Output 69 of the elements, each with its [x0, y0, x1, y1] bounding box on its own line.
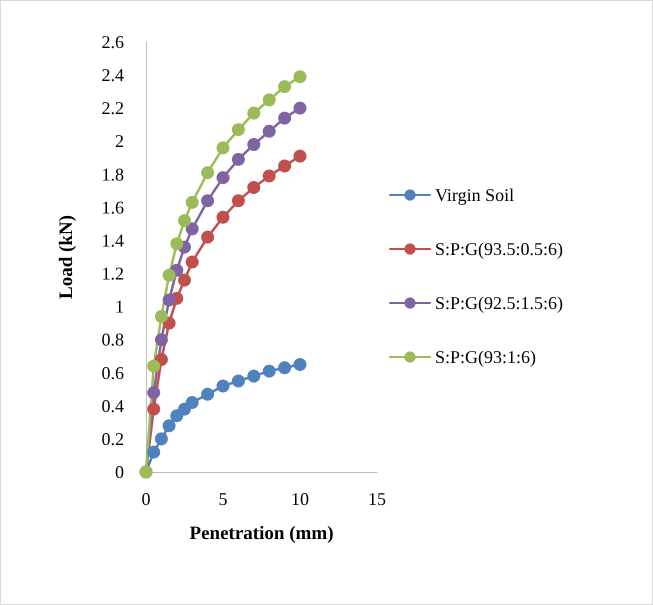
- point: [294, 150, 306, 163]
- point: [154, 310, 168, 324]
- point: [154, 333, 168, 346]
- point: [262, 93, 276, 106]
- legend-label: S:P:G(93.5:0.5:6): [435, 239, 564, 259]
- y-tick-label: 1: [115, 296, 124, 317]
- point: [216, 210, 230, 224]
- point: [232, 374, 245, 388]
- point: [262, 169, 276, 182]
- x-axis-title: Penetration (mm): [189, 523, 334, 544]
- point: [147, 386, 160, 400]
- y-tick-label: 0.2: [102, 428, 124, 449]
- point: [232, 152, 245, 166]
- point: [147, 402, 160, 416]
- y-tick-label: 0: [115, 462, 124, 482]
- y-axis-title: Load (kN): [56, 215, 77, 299]
- point: [201, 230, 214, 244]
- point: [216, 380, 230, 392]
- point: [278, 80, 292, 94]
- x-tick-label: 5: [218, 489, 228, 509]
- point: [216, 171, 230, 184]
- y-tick-label: 0.8: [102, 330, 124, 350]
- y-tick-label: 0.4: [102, 396, 124, 416]
- legend-label: S:P:G(92.5:1.5:6): [435, 293, 564, 313]
- point: [170, 237, 184, 250]
- point: [294, 70, 306, 84]
- point: [186, 196, 199, 209]
- point: [201, 388, 214, 401]
- point: [278, 112, 292, 125]
- point: [294, 102, 306, 115]
- point: [247, 370, 260, 383]
- point: [232, 123, 245, 136]
- point: [247, 138, 260, 152]
- y-tick-label: 1.6: [102, 197, 124, 218]
- legend-label: S:P:G(93:1:6): [435, 347, 536, 367]
- y-tick-label: 1.4: [102, 230, 124, 250]
- point: [262, 124, 276, 138]
- x-tick-label: 15: [368, 489, 386, 509]
- point: [186, 396, 199, 410]
- x-tick-label: 10: [291, 489, 309, 509]
- point: [178, 274, 191, 287]
- y-tick-label: 2.6: [102, 32, 124, 52]
- point: [201, 194, 214, 208]
- point: [247, 106, 260, 120]
- point: [186, 222, 199, 236]
- point: [278, 160, 292, 173]
- y-tick-label: 0.6: [102, 362, 124, 383]
- point: [232, 194, 245, 208]
- point: [278, 361, 292, 374]
- y-tick-label: 2.4: [102, 65, 124, 86]
- x-tick-label: 0: [142, 489, 150, 509]
- point: [201, 166, 214, 180]
- point: [162, 268, 176, 282]
- point: [294, 358, 306, 371]
- point: [147, 360, 160, 373]
- y-tick-label: 1.8: [102, 164, 124, 184]
- point: [178, 214, 191, 228]
- point: [154, 432, 168, 446]
- legend-label: Virgin Soil: [435, 185, 514, 205]
- point: [216, 141, 230, 154]
- y-tick-label: 2: [115, 131, 124, 152]
- point: [147, 446, 160, 459]
- point: [186, 255, 199, 268]
- point: [262, 364, 276, 378]
- point: [162, 294, 176, 306]
- y-tick-label: 1.2: [102, 264, 124, 284]
- y-tick-label: 2.2: [102, 98, 124, 118]
- point: [247, 181, 260, 194]
- point: [162, 419, 176, 432]
